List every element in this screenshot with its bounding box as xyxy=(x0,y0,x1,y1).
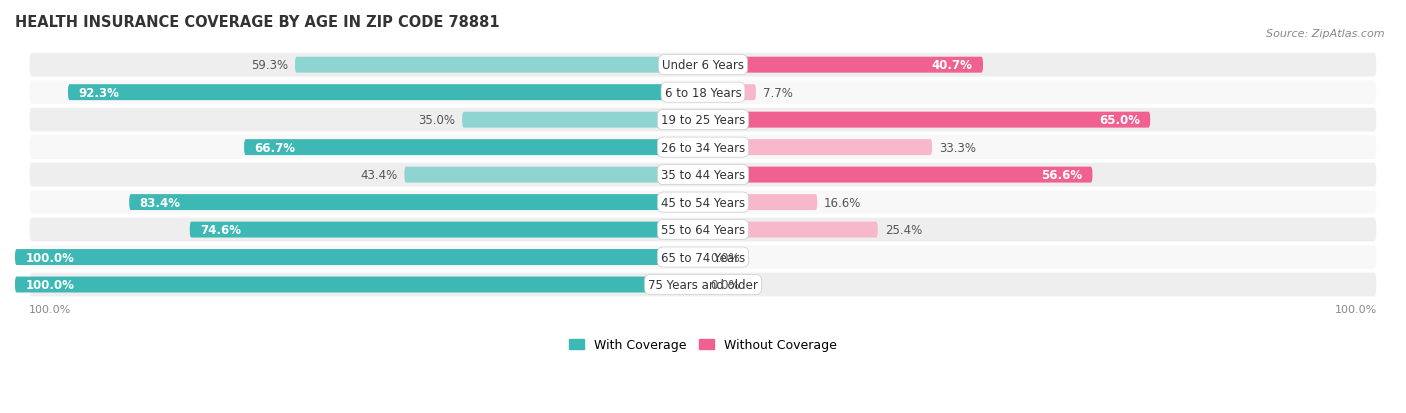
FancyBboxPatch shape xyxy=(28,52,1378,78)
FancyBboxPatch shape xyxy=(295,57,703,74)
Legend: With Coverage, Without Coverage: With Coverage, Without Coverage xyxy=(564,333,842,356)
FancyBboxPatch shape xyxy=(703,140,932,156)
FancyBboxPatch shape xyxy=(28,80,1378,106)
Text: 55 to 64 Years: 55 to 64 Years xyxy=(661,223,745,237)
Text: 83.4%: 83.4% xyxy=(139,196,180,209)
FancyBboxPatch shape xyxy=(703,112,1150,128)
FancyBboxPatch shape xyxy=(129,195,703,211)
Text: 6 to 18 Years: 6 to 18 Years xyxy=(665,86,741,100)
Text: 0.0%: 0.0% xyxy=(710,278,740,291)
Text: Under 6 Years: Under 6 Years xyxy=(662,59,744,72)
FancyBboxPatch shape xyxy=(245,140,703,156)
Text: 66.7%: 66.7% xyxy=(254,141,295,154)
FancyBboxPatch shape xyxy=(67,85,703,101)
FancyBboxPatch shape xyxy=(703,195,817,211)
Text: 35.0%: 35.0% xyxy=(419,114,456,127)
Text: 25.4%: 25.4% xyxy=(884,223,922,237)
Text: HEALTH INSURANCE COVERAGE BY AGE IN ZIP CODE 78881: HEALTH INSURANCE COVERAGE BY AGE IN ZIP … xyxy=(15,15,499,30)
Text: 0.0%: 0.0% xyxy=(710,251,740,264)
Text: 7.7%: 7.7% xyxy=(763,86,793,100)
Text: 74.6%: 74.6% xyxy=(200,223,240,237)
FancyBboxPatch shape xyxy=(405,167,703,183)
Text: 19 to 25 Years: 19 to 25 Years xyxy=(661,114,745,127)
FancyBboxPatch shape xyxy=(15,249,703,266)
FancyBboxPatch shape xyxy=(190,222,703,238)
FancyBboxPatch shape xyxy=(15,277,703,293)
Text: 16.6%: 16.6% xyxy=(824,196,862,209)
Text: 33.3%: 33.3% xyxy=(939,141,976,154)
FancyBboxPatch shape xyxy=(703,167,1092,183)
FancyBboxPatch shape xyxy=(28,244,1378,270)
FancyBboxPatch shape xyxy=(703,222,877,238)
Text: 59.3%: 59.3% xyxy=(252,59,288,72)
Text: 45 to 54 Years: 45 to 54 Years xyxy=(661,196,745,209)
Text: 26 to 34 Years: 26 to 34 Years xyxy=(661,141,745,154)
FancyBboxPatch shape xyxy=(703,85,756,101)
FancyBboxPatch shape xyxy=(28,135,1378,161)
Text: 65.0%: 65.0% xyxy=(1099,114,1140,127)
FancyBboxPatch shape xyxy=(463,112,703,128)
FancyBboxPatch shape xyxy=(28,162,1378,188)
Text: 100.0%: 100.0% xyxy=(25,278,75,291)
Text: 100.0%: 100.0% xyxy=(1334,304,1378,315)
Text: 65 to 74 Years: 65 to 74 Years xyxy=(661,251,745,264)
FancyBboxPatch shape xyxy=(703,57,983,74)
Text: 100.0%: 100.0% xyxy=(25,251,75,264)
FancyBboxPatch shape xyxy=(28,190,1378,216)
Text: 40.7%: 40.7% xyxy=(932,59,973,72)
Text: 75 Years and older: 75 Years and older xyxy=(648,278,758,291)
FancyBboxPatch shape xyxy=(28,107,1378,133)
Text: 92.3%: 92.3% xyxy=(79,86,120,100)
Text: Source: ZipAtlas.com: Source: ZipAtlas.com xyxy=(1267,29,1385,39)
FancyBboxPatch shape xyxy=(28,272,1378,298)
Text: 100.0%: 100.0% xyxy=(28,304,72,315)
FancyBboxPatch shape xyxy=(28,217,1378,243)
Text: 56.6%: 56.6% xyxy=(1040,169,1083,182)
Text: 35 to 44 Years: 35 to 44 Years xyxy=(661,169,745,182)
Text: 43.4%: 43.4% xyxy=(360,169,398,182)
